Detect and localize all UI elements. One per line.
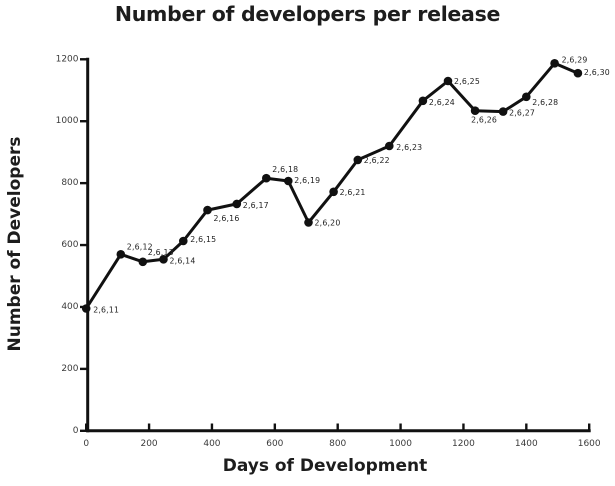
y-tick-label: 1200 xyxy=(56,54,79,64)
y-tick-label: 400 xyxy=(61,302,78,312)
data-point-label: 2,6,24 xyxy=(429,98,455,107)
data-point-label: 2,6,27 xyxy=(509,109,535,118)
data-point-label: 2,6,22 xyxy=(364,156,390,165)
data-point-label: 2,6,29 xyxy=(562,55,588,64)
data-point-label: 2,6,14 xyxy=(170,256,196,265)
data-point xyxy=(443,76,453,86)
y-tick-label: 1000 xyxy=(56,116,79,126)
x-tick-label: 1400 xyxy=(515,439,538,449)
data-point xyxy=(385,141,394,151)
data-point-label: 2,6,15 xyxy=(190,235,216,244)
data-point xyxy=(179,236,188,246)
x-tick-label: 1200 xyxy=(452,439,475,449)
data-point xyxy=(573,68,583,78)
data-point xyxy=(262,173,271,183)
data-point-label: 2,6,21 xyxy=(340,188,366,197)
y-tick-label: 600 xyxy=(61,240,78,250)
y-tick-label: 200 xyxy=(61,364,78,374)
data-point xyxy=(470,106,480,115)
data-point-label: 2,6,23 xyxy=(396,143,422,152)
data-point xyxy=(304,218,313,227)
data-point xyxy=(159,254,168,264)
data-point xyxy=(329,187,338,197)
data-point-label: 2,6,26 xyxy=(471,116,497,125)
data-point xyxy=(418,96,428,106)
data-point-label: 2,6,11 xyxy=(93,306,119,315)
chart-title: Number of developers per release xyxy=(114,2,501,26)
data-point xyxy=(203,205,212,215)
x-tick-label: 1600 xyxy=(578,439,601,449)
data-point xyxy=(138,257,148,267)
data-point-label: 2,6,30 xyxy=(584,68,610,77)
data-point-label: 2,6,17 xyxy=(243,201,269,210)
data-point-label: 2,6,19 xyxy=(294,176,320,185)
data-point xyxy=(498,107,508,116)
data-point xyxy=(522,92,531,102)
data-point-label: 2,6,13 xyxy=(148,248,174,257)
data-point-label: 2,6,18 xyxy=(272,165,298,174)
x-tick-label: 800 xyxy=(329,439,346,449)
data-point-label: 2,6,25 xyxy=(454,77,480,86)
data-point xyxy=(550,59,559,68)
x-tick-label: 400 xyxy=(203,439,220,449)
data-point xyxy=(284,176,293,186)
data-point xyxy=(232,199,242,209)
x-tick-label: 200 xyxy=(140,439,157,449)
data-point-label: 2,6,16 xyxy=(214,214,240,223)
data-point xyxy=(116,250,126,259)
data-point xyxy=(81,304,91,313)
x-tick-label: 1000 xyxy=(389,439,412,449)
y-tick-label: 0 xyxy=(73,426,79,436)
data-point xyxy=(353,155,363,165)
data-point-label: 2,6,20 xyxy=(315,219,341,228)
trend-line xyxy=(84,61,580,310)
x-tick-label: 600 xyxy=(266,439,283,449)
x-axis-title: Days of Development xyxy=(222,456,428,476)
y-tick-label: 800 xyxy=(61,178,78,188)
x-tick-label: 0 xyxy=(83,439,89,449)
data-point-label: 2,6,12 xyxy=(127,242,153,251)
data-point-label: 2,6,28 xyxy=(532,98,558,107)
